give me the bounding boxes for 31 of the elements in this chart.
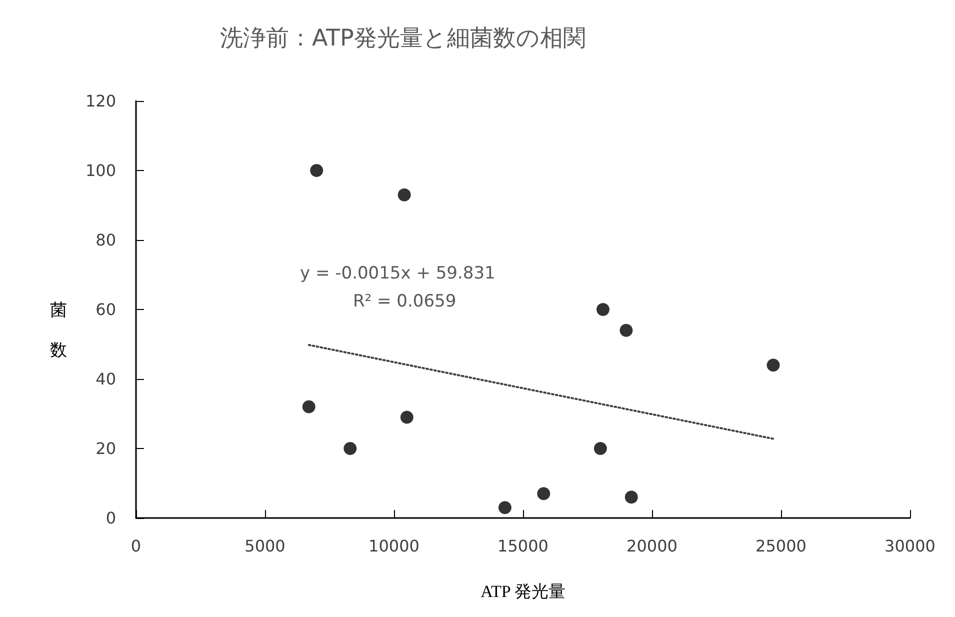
- x-tick-label: 10000: [368, 536, 420, 556]
- chart-title: 洗浄前：ATP発光量と細菌数の相関: [220, 26, 586, 52]
- point: [498, 501, 512, 514]
- y-tick-label: 60: [96, 300, 116, 319]
- x-tick-label: 0: [130, 536, 142, 556]
- x-tick-label: 30000: [884, 536, 936, 556]
- point: [596, 303, 610, 316]
- x-tick-label: 15000: [498, 536, 548, 556]
- point: [302, 400, 316, 414]
- point: [344, 442, 357, 455]
- x-tick-label: 20000: [626, 536, 678, 556]
- x-tick-label: 5000: [244, 536, 286, 556]
- point: [766, 358, 780, 372]
- point: [620, 324, 633, 337]
- x-axis-title: ATP 発光量: [480, 582, 566, 601]
- y-tick-label: 100: [85, 161, 116, 180]
- point: [624, 490, 638, 504]
- y-tick-label: 120: [85, 92, 116, 110]
- annotation: y = -0.0015x + 59.831: [300, 264, 496, 284]
- point: [400, 410, 414, 424]
- point: [398, 188, 411, 202]
- text: 菌数: [50, 300, 67, 360]
- x-tick-label: 25000: [756, 536, 806, 556]
- y-tick-label: 20: [96, 439, 116, 458]
- y-tick-label: 80: [96, 230, 116, 250]
- point: [310, 164, 324, 177]
- y-tick-label: 0: [106, 508, 116, 528]
- annotation: R² = 0.0659: [353, 292, 456, 312]
- point: [594, 442, 607, 455]
- point: [537, 487, 550, 500]
- y-tick-label: 40: [96, 370, 116, 388]
